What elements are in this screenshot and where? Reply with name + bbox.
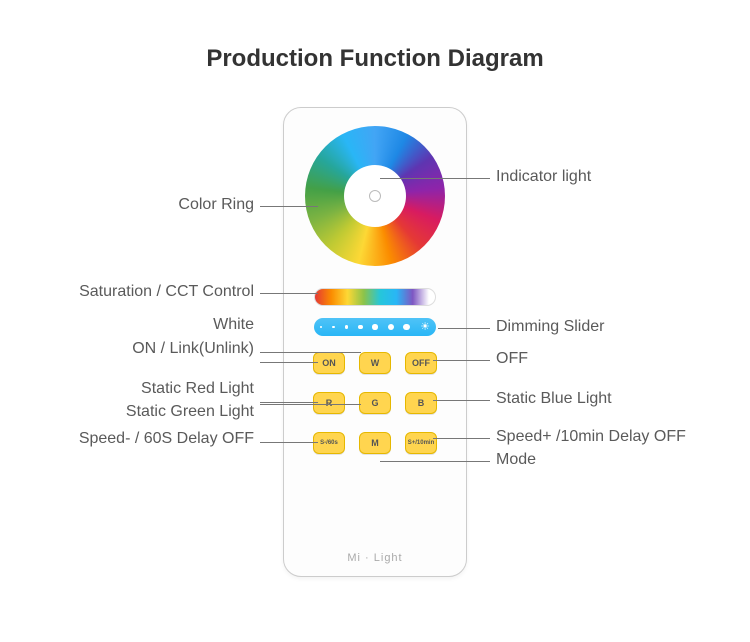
leader-line	[433, 438, 490, 439]
dimming-slider[interactable]: ☀	[314, 318, 436, 336]
callout-label: Static Red Light	[141, 380, 254, 398]
brand-label: Mi · Light	[347, 552, 402, 564]
callout-label: Dimming Slider	[496, 318, 604, 336]
callout-label: Saturation / CCT Control	[79, 283, 254, 301]
callout-label: Indicator light	[496, 168, 591, 186]
callout-label: Speed+ /10min Delay OFF	[496, 428, 686, 446]
leader-line	[260, 293, 318, 294]
callout-label: OFF	[496, 350, 528, 368]
dim-dot	[372, 324, 377, 329]
color-ring[interactable]	[305, 126, 445, 266]
white-button[interactable]: W	[359, 352, 391, 374]
dim-dot	[332, 326, 335, 329]
saturation-slider[interactable]	[314, 288, 436, 306]
leader-line	[433, 400, 490, 401]
blue-button[interactable]: B	[405, 392, 437, 414]
speed-down-button[interactable]: S-/60s	[313, 432, 345, 454]
leader-line	[260, 362, 318, 363]
callout-label: ON / Link(Unlink)	[132, 340, 254, 358]
callout-label: Mode	[496, 451, 536, 469]
leader-line	[260, 402, 318, 403]
leader-line	[260, 352, 361, 353]
leader-line	[433, 360, 490, 361]
callout-label: Static Blue Light	[496, 390, 612, 408]
speed-up-button[interactable]: S+/10min	[405, 432, 437, 454]
callout-label: Speed- / 60S Delay OFF	[79, 430, 254, 448]
dim-dot	[388, 324, 394, 330]
red-button[interactable]: R	[313, 392, 345, 414]
brightness-icon: ☀	[420, 322, 430, 333]
green-button[interactable]: G	[359, 392, 391, 414]
dim-dot	[403, 324, 410, 331]
leader-line	[260, 206, 318, 207]
page-title: Production Function Diagram	[0, 45, 750, 73]
callout-label: Static Green Light	[126, 403, 254, 421]
dim-dot	[345, 325, 349, 329]
ring-center	[344, 165, 406, 227]
callout-label: Color Ring	[178, 196, 254, 214]
button-row-2: RGB	[313, 392, 437, 414]
leader-line	[438, 328, 490, 329]
leader-line	[260, 442, 318, 443]
on-button[interactable]: ON	[313, 352, 345, 374]
leader-line	[260, 404, 361, 405]
leader-line	[380, 461, 490, 462]
leader-line	[380, 178, 490, 179]
indicator-light	[369, 190, 381, 202]
dim-dot	[358, 325, 362, 329]
button-row-3: S-/60s M S+/10min	[313, 432, 437, 454]
dim-dot	[320, 326, 322, 328]
off-button[interactable]: OFF	[405, 352, 437, 374]
button-row-1: ON W OFF	[313, 352, 437, 374]
callout-label: White	[213, 316, 254, 334]
mode-button[interactable]: M	[359, 432, 391, 454]
